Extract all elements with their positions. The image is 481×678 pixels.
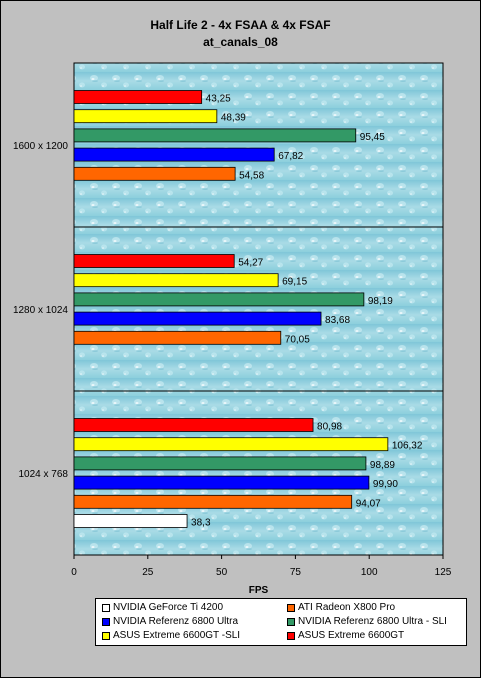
legend-swatch <box>102 631 110 640</box>
x-axis-label: FPS <box>249 585 269 596</box>
chart-title: Half Life 2 - 4x FSAA & 4x FSAF <box>150 18 331 32</box>
data-label: 67,82 <box>278 151 303 162</box>
bar <box>73 90 203 104</box>
plot-area <box>73 62 444 556</box>
bar <box>73 475 370 490</box>
bar <box>73 292 365 307</box>
bar <box>73 456 367 471</box>
bar <box>73 494 353 509</box>
bar <box>73 437 389 452</box>
data-label: 94,07 <box>356 498 381 509</box>
legend-label: ATI Radeon X800 Pro <box>298 602 396 613</box>
bar <box>73 254 235 268</box>
bar <box>73 311 322 326</box>
legend-label: NVIDIA Referenz 6800 Ultra <box>113 616 239 627</box>
legend-swatch <box>102 603 110 612</box>
legend-label: NVIDIA Referenz 6800 Ultra - SLI <box>298 616 447 627</box>
category-label: 1280 x 1024 <box>13 305 68 316</box>
data-label: 38,3 <box>191 518 211 529</box>
bar <box>73 330 282 345</box>
bar <box>73 128 357 143</box>
x-tick-label: 125 <box>435 567 452 578</box>
data-label: 54,27 <box>238 258 263 269</box>
data-label: 99,90 <box>373 479 398 490</box>
data-label: 70,05 <box>285 334 310 345</box>
data-label: 43,25 <box>206 94 231 105</box>
bar <box>73 273 279 288</box>
legend-item: ASUS Extreme 6600GT <box>287 630 404 641</box>
data-label: 106,32 <box>392 441 423 452</box>
data-label: 48,39 <box>221 113 246 124</box>
legend-label: ASUS Extreme 6600GT -SLI <box>113 630 241 641</box>
legend-label: ASUS Extreme 6600GT <box>298 630 405 641</box>
category-label: 1600 x 1200 <box>13 141 68 152</box>
chart-subtitle: at_canals_08 <box>203 35 278 49</box>
legend-swatch <box>287 631 295 640</box>
bar <box>73 418 314 432</box>
data-label: 54,58 <box>239 170 264 181</box>
x-tick-label: 75 <box>290 567 302 578</box>
data-label: 80,98 <box>317 422 342 433</box>
legend-item: NVIDIA Referenz 6800 Ultra - SLI <box>287 616 447 627</box>
x-tick-label: 50 <box>216 567 228 578</box>
x-tick-label: 100 <box>361 567 378 578</box>
data-label: 98,89 <box>370 460 395 471</box>
legend-swatch <box>102 617 110 626</box>
x-tick-label: 25 <box>142 567 154 578</box>
legend-item: NVIDIA Referenz 6800 Ultra <box>102 616 238 627</box>
legend-item: NVIDIA GeForce Ti 4200 <box>102 602 223 613</box>
legend-item: ASUS Extreme 6600GT -SLI <box>102 630 240 641</box>
data-label: 69,15 <box>282 277 307 288</box>
legend-label: NVIDIA GeForce Ti 4200 <box>113 602 224 613</box>
bar-chart: 1600 x 1200 54,58 67,82 95,45 48,39 43,25 1280… <box>13 62 452 596</box>
bar <box>73 514 188 528</box>
data-label: 83,68 <box>325 315 350 326</box>
x-tick-label: 0 <box>71 567 77 578</box>
category-label: 1024 x 768 <box>19 469 69 480</box>
bar <box>73 109 218 124</box>
legend: NVIDIA GeForce Ti 4200 ATI Radeon X800 Pr… <box>95 598 467 646</box>
data-label: 98,19 <box>368 296 393 307</box>
legend-swatch <box>287 603 295 612</box>
bar <box>73 166 236 181</box>
data-label: 95,45 <box>360 132 385 143</box>
legend-swatch <box>287 617 295 626</box>
bar <box>73 147 275 162</box>
legend-item: ATI Radeon X800 Pro <box>287 602 395 613</box>
